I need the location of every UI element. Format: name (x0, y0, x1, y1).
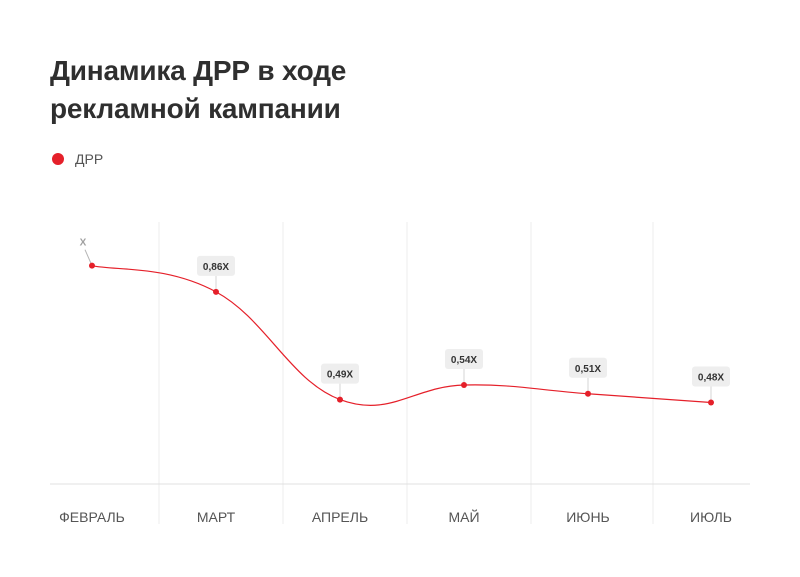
data-point (585, 390, 591, 397)
data-point (708, 399, 714, 406)
value-badge (321, 363, 359, 384)
series-line (91, 265, 712, 406)
value-badge (692, 366, 730, 387)
value-badge (197, 255, 235, 276)
value-label: 0,48X (698, 372, 724, 383)
x-tick-label: ИЮНЬ (566, 509, 610, 525)
x-tick-label: МАРТ (197, 509, 236, 525)
x-tick-label: ИЮЛЬ (690, 509, 732, 525)
x-tick-label: ФЕВРАЛЬ (59, 509, 125, 525)
legend-marker (52, 153, 64, 165)
value-label: 0,49X (327, 370, 353, 381)
data-point (89, 262, 95, 269)
data-point (213, 288, 219, 295)
value-badge (569, 357, 607, 378)
value-label: 0,86X (203, 262, 229, 273)
x-tick-label: АПРЕЛЬ (312, 509, 368, 525)
value-badge (445, 349, 483, 370)
chart-legend: ДРР (52, 150, 103, 168)
data-point (337, 396, 343, 403)
chart-title: Динамика ДРР в ходе рекламной кампании (50, 52, 470, 128)
chart-title-line-2: рекламной кампании (50, 93, 341, 124)
value-label: 0,54X (451, 355, 477, 366)
legend-label: ДРР (75, 151, 104, 167)
value-label: 0,51X (575, 364, 601, 375)
value-label: X (80, 238, 87, 249)
x-tick-label: МАЙ (448, 508, 479, 525)
chart-title-line-1: Динамика ДРР в ходе (50, 55, 347, 86)
data-point (461, 382, 467, 389)
